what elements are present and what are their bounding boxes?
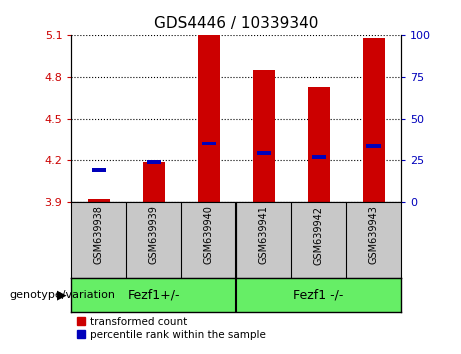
Bar bbox=[253, 70, 275, 202]
Text: GSM639938: GSM639938 bbox=[94, 206, 104, 264]
Bar bbox=[312, 155, 326, 159]
Text: GSM639940: GSM639940 bbox=[204, 206, 214, 264]
Bar bbox=[88, 199, 110, 202]
Bar bbox=[257, 151, 271, 155]
Bar bbox=[307, 87, 330, 202]
Bar bbox=[366, 144, 381, 148]
Text: ▶: ▶ bbox=[57, 288, 67, 301]
Bar bbox=[201, 142, 216, 145]
Bar bbox=[147, 160, 161, 164]
Text: genotype/variation: genotype/variation bbox=[9, 290, 115, 300]
Text: Fezf1+/-: Fezf1+/- bbox=[128, 288, 180, 301]
Text: GSM639941: GSM639941 bbox=[259, 206, 269, 264]
Legend: transformed count, percentile rank within the sample: transformed count, percentile rank withi… bbox=[77, 317, 266, 340]
Bar bbox=[143, 161, 165, 202]
Text: Fezf1 -/-: Fezf1 -/- bbox=[294, 288, 344, 301]
Title: GDS4446 / 10339340: GDS4446 / 10339340 bbox=[154, 16, 319, 32]
Bar bbox=[363, 38, 384, 202]
Text: GSM639939: GSM639939 bbox=[149, 206, 159, 264]
Bar bbox=[92, 168, 106, 172]
Bar bbox=[198, 35, 220, 202]
Text: GSM639943: GSM639943 bbox=[369, 206, 378, 264]
Text: GSM639942: GSM639942 bbox=[313, 206, 324, 264]
